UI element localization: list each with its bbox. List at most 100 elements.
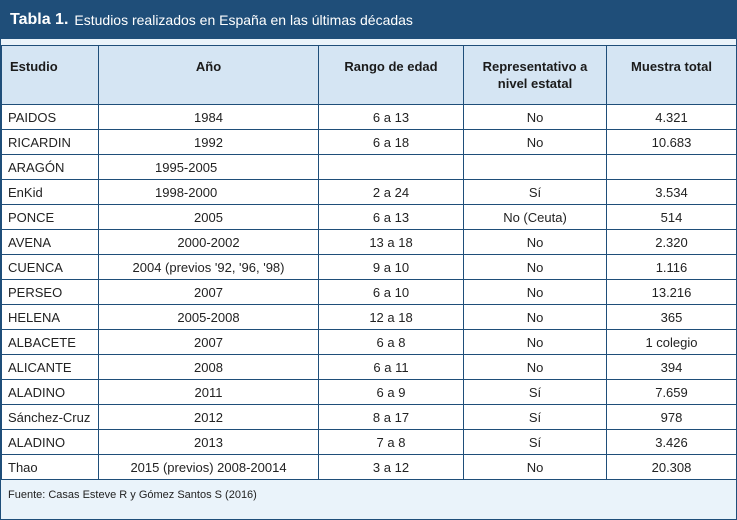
cell-estudio: PONCE xyxy=(2,205,99,230)
table-row: ALADINO 2013 7 a 8 Sí 3.426 xyxy=(2,430,737,455)
table-row: PERSEO 2007 6 a 10 No 13.216 xyxy=(2,280,737,305)
table-row: Sánchez-Cruz 2012 8 a 17 Sí 978 xyxy=(2,405,737,430)
cell-ano: 2005 xyxy=(99,205,319,230)
cell-ano: 2011 xyxy=(99,380,319,405)
table-row: AVENA 2000-2002 13 a 18 No 2.320 xyxy=(2,230,737,255)
header-row: Estudio Año Rango de edad Representativo… xyxy=(2,46,737,105)
table-row: ALBACETE 2007 6 a 8 No 1 colegio xyxy=(2,330,737,355)
header-representativo: Representativo a nivel estatal xyxy=(464,46,607,105)
table-row: Thao 2015 (previos) 2008-20014 3 a 12 No 20.… xyxy=(2,455,737,480)
cell-ano: 2000-2002 xyxy=(99,230,319,255)
cell-ano: 2012 xyxy=(99,405,319,430)
cell-rango: 6 a 11 xyxy=(319,355,464,380)
cell-estudio: PAIDOS xyxy=(2,105,99,130)
header-estudio: Estudio xyxy=(2,46,99,105)
cell-representativo: Sí xyxy=(464,430,607,455)
cell-estudio: ALADINO xyxy=(2,430,99,455)
table-row: PAIDOS 1984 6 a 13 No 4.321 xyxy=(2,105,737,130)
cell-ano: 1984 xyxy=(99,105,319,130)
cell-rango: 2 a 24 xyxy=(319,180,464,205)
table-row: EnKid 1998-2000 2 a 24 Sí 3.534 xyxy=(2,180,737,205)
cell-representativo xyxy=(464,155,607,180)
cell-muestra: 10.683 xyxy=(607,130,737,155)
cell-estudio: Sánchez-Cruz xyxy=(2,405,99,430)
cell-rango: 9 a 10 xyxy=(319,255,464,280)
table-caption: Estudios realizados en España en las últ… xyxy=(74,12,413,28)
cell-rango: 6 a 13 xyxy=(319,205,464,230)
cell-muestra: 4.321 xyxy=(607,105,737,130)
cell-rango: 13 a 18 xyxy=(319,230,464,255)
table-row: HELENA 2005-2008 12 a 18 No 365 xyxy=(2,305,737,330)
source-note: Fuente: Casas Esteve R y Gómez Santos S … xyxy=(8,489,257,501)
cell-estudio: RICARDIN xyxy=(2,130,99,155)
cell-estudio: ARAGÓN xyxy=(2,155,99,180)
cell-rango: 6 a 13 xyxy=(319,105,464,130)
cell-estudio: AVENA xyxy=(2,230,99,255)
header-ano: Año xyxy=(99,46,319,105)
cell-rango: 6 a 18 xyxy=(319,130,464,155)
cell-estudio: ALICANTE xyxy=(2,355,99,380)
cell-ano: 2013 xyxy=(99,430,319,455)
cell-muestra: 1 colegio xyxy=(607,330,737,355)
cell-muestra: 2.320 xyxy=(607,230,737,255)
cell-representativo: No xyxy=(464,280,607,305)
cell-ano: 2008 xyxy=(99,355,319,380)
cell-rango xyxy=(319,155,464,180)
table-number: Tabla 1. xyxy=(10,11,68,29)
cell-muestra: 978 xyxy=(607,405,737,430)
cell-rango: 7 a 8 xyxy=(319,430,464,455)
cell-muestra: 20.308 xyxy=(607,455,737,480)
cell-rango: 6 a 10 xyxy=(319,280,464,305)
cell-ano: 2015 (previos) 2008-20014 xyxy=(99,455,319,480)
table-title: Tabla 1. Estudios realizados en España e… xyxy=(1,1,736,39)
studies-table: Estudio Año Rango de edad Representativo… xyxy=(1,45,737,480)
cell-representativo: No xyxy=(464,230,607,255)
cell-rango: 6 a 8 xyxy=(319,330,464,355)
cell-estudio: EnKid xyxy=(2,180,99,205)
cell-representativo: No xyxy=(464,330,607,355)
table-row: ALADINO 2011 6 a 9 Sí 7.659 xyxy=(2,380,737,405)
cell-muestra: 3.534 xyxy=(607,180,737,205)
cell-ano: 1998-2000 xyxy=(99,180,319,205)
cell-muestra: 3.426 xyxy=(607,430,737,455)
table-row: PONCE 2005 6 a 13 No (Ceuta) 514 xyxy=(2,205,737,230)
table-body: PAIDOS 1984 6 a 13 No 4.321 RICARDIN 1992 6 a 1… xyxy=(2,105,737,480)
table-row: RICARDIN 1992 6 a 18 No 10.683 xyxy=(2,130,737,155)
header-rango: Rango de edad xyxy=(319,46,464,105)
cell-representativo: No xyxy=(464,105,607,130)
cell-representativo: No xyxy=(464,455,607,480)
cell-ano: 1992 xyxy=(99,130,319,155)
cell-ano: 2007 xyxy=(99,330,319,355)
cell-representativo: Sí xyxy=(464,380,607,405)
cell-muestra: 514 xyxy=(607,205,737,230)
cell-muestra: 1.116 xyxy=(607,255,737,280)
cell-estudio: PERSEO xyxy=(2,280,99,305)
cell-rango: 12 a 18 xyxy=(319,305,464,330)
cell-estudio: CUENCA xyxy=(2,255,99,280)
cell-estudio: ALBACETE xyxy=(2,330,99,355)
cell-muestra: 394 xyxy=(607,355,737,380)
table-row: CUENCA 2004 (previos '92, '96, '98) 9 a 10… xyxy=(2,255,737,280)
cell-representativo: Sí xyxy=(464,180,607,205)
cell-estudio: Thao xyxy=(2,455,99,480)
cell-estudio: ALADINO xyxy=(2,380,99,405)
cell-rango: 6 a 9 xyxy=(319,380,464,405)
cell-muestra xyxy=(607,155,737,180)
header-muestra: Muestra total xyxy=(607,46,737,105)
cell-rango: 3 a 12 xyxy=(319,455,464,480)
cell-representativo: No xyxy=(464,305,607,330)
cell-representativo: No (Ceuta) xyxy=(464,205,607,230)
cell-ano: 1995-2005 xyxy=(99,155,319,180)
cell-representativo: No xyxy=(464,255,607,280)
table-row: ARAGÓN 1995-2005 xyxy=(2,155,737,180)
cell-ano: 2005-2008 xyxy=(99,305,319,330)
cell-estudio: HELENA xyxy=(2,305,99,330)
cell-ano: 2007 xyxy=(99,280,319,305)
cell-rango: 8 a 17 xyxy=(319,405,464,430)
cell-muestra: 13.216 xyxy=(607,280,737,305)
cell-muestra: 7.659 xyxy=(607,380,737,405)
table-frame: Tabla 1. Estudios realizados en España e… xyxy=(0,0,737,520)
cell-representativo: No xyxy=(464,130,607,155)
table-row: ALICANTE 2008 6 a 11 No 394 xyxy=(2,355,737,380)
cell-representativo: Sí xyxy=(464,405,607,430)
